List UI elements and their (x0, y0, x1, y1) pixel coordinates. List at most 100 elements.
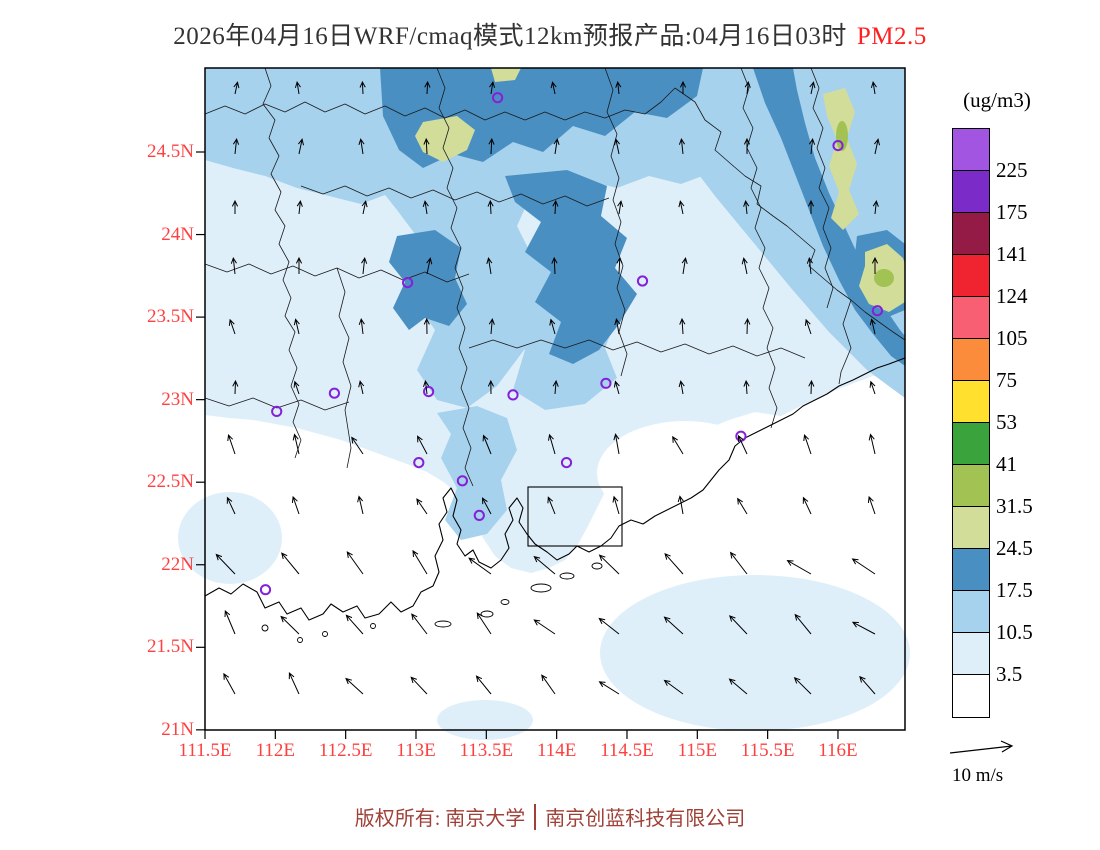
colorbar-level-label: 31.5 (996, 494, 1033, 518)
wind-reference-arrow-icon (949, 740, 1014, 754)
colorbar-level-label: 175 (996, 200, 1028, 224)
wind-arrow (678, 137, 686, 155)
wind-arrow (488, 137, 495, 155)
wind-arrow (416, 498, 428, 515)
wind-arrow (358, 380, 365, 395)
copyright-text: 版权所有: 南京大学 (354, 808, 526, 830)
station-ring-marker (259, 584, 272, 596)
wind-arrow (482, 434, 492, 455)
wind-arrow (551, 256, 558, 275)
colorbar-level-label: 17.5 (996, 578, 1033, 602)
wind-arrow (738, 434, 748, 455)
copyright-footer: 版权所有: 南京大学 南京创蓝科技有限公司 (0, 802, 1100, 831)
wind-arrow (809, 81, 816, 95)
wind-arrow (851, 558, 876, 575)
wind-arrow (547, 496, 556, 515)
station-ring-marker (560, 457, 573, 469)
wind-arrow (794, 613, 812, 635)
colorbar-cell (953, 633, 989, 675)
wind-arrow (281, 552, 300, 575)
wind-arrow (215, 553, 236, 575)
wind-arrow (803, 434, 812, 455)
colorbar-level-label: 141 (996, 242, 1028, 266)
wind-arrow (868, 433, 876, 455)
colorbar-cell (953, 549, 989, 591)
colorbar-cell (953, 339, 989, 381)
y-axis-tick-label: 24N (161, 223, 194, 245)
wind-arrow (227, 434, 236, 455)
colorbar-level-label: 24.5 (996, 536, 1033, 560)
colorbar-cell (953, 423, 989, 465)
wind-arrow (867, 495, 876, 515)
wind-arrow (851, 621, 876, 635)
wind-reference-legend: 10 m/s (948, 740, 1038, 787)
station-ring-marker (636, 275, 649, 287)
wind-arrow (743, 199, 750, 215)
wind-arrow (288, 672, 300, 695)
wind-arrow (346, 551, 364, 575)
colorbar-level-label: 225 (996, 158, 1028, 182)
wind-arrow (729, 615, 748, 635)
x-axis-tick-label: 111.5E (178, 740, 232, 761)
y-axis-tick-label: 23N (161, 388, 194, 410)
wind-arrow (475, 675, 492, 695)
station-ring-marker (413, 457, 425, 469)
x-axis-tick-label: 115E (677, 740, 717, 761)
wind-arrow (869, 380, 876, 395)
wind-arrow (793, 676, 812, 695)
x-axis-tick-label: 113.5E (459, 740, 514, 761)
wind-arrow (743, 379, 750, 395)
colorbar-cell (953, 171, 989, 213)
wind-arrow (786, 560, 812, 575)
wind-arrow (292, 433, 300, 455)
wind-arrow (231, 199, 239, 214)
wind-arrow (874, 138, 880, 155)
colorbar-level-label: 124 (996, 284, 1028, 308)
x-axis-tick-label: 116E (818, 740, 858, 761)
wind-arrow (351, 436, 364, 455)
wind-arrow (345, 677, 364, 695)
wind-arrow (663, 616, 684, 635)
wind-arrow (550, 81, 557, 95)
wind-arrow (678, 200, 685, 215)
wind-arrow (806, 256, 813, 275)
y-axis-tick-label: 21N (161, 718, 194, 740)
colorbar-labels: 225 175 141 124 105 75 53 41 31.5 24.5 17.5 10.5 3.5 (996, 128, 1066, 716)
wind-arrow (357, 495, 364, 515)
wind-arrow (224, 609, 236, 635)
wind-arrow (616, 256, 623, 275)
wind-arrow (293, 380, 300, 395)
wind-arrow (613, 433, 620, 455)
wind-arrow (598, 681, 620, 695)
y-axis-tick-label: 22N (161, 553, 194, 575)
wind-arrow (614, 318, 621, 335)
wind-arrow (613, 380, 620, 395)
y-axis-tick-label: 22.5N (147, 471, 194, 493)
wind-arrow (743, 137, 751, 154)
wind-arrow (296, 199, 303, 215)
x-axis-tick-label: 114E (536, 740, 577, 761)
wind-arrow (533, 555, 556, 575)
x-axis-tick-label: 115.5E (740, 740, 795, 761)
map-plot-area (178, 67, 910, 740)
wind-arrow (871, 256, 879, 274)
wind-arrow (612, 495, 620, 515)
wind-arrow (617, 200, 624, 215)
wind-arrow (859, 675, 876, 695)
y-axis-tick-label: 24.5N (147, 141, 194, 162)
footer-divider (534, 803, 537, 830)
wind-arrow (424, 80, 431, 95)
wind-arrow (345, 614, 364, 635)
chart-title: 2026年04月16日WRF/cmaq模式12km预报产品:04月16日03时 P… (0, 16, 1100, 52)
wind-arrow (552, 379, 559, 395)
wind-arrow (487, 379, 494, 395)
colorbar-cell (953, 213, 989, 255)
wind-arrow (872, 199, 879, 215)
province-boundary-lines (204, 67, 906, 487)
wind-arrow (677, 495, 684, 515)
species-label: PM2.5 (856, 23, 927, 50)
wind-arrow (293, 318, 300, 335)
wind-arrow (422, 200, 429, 215)
wind-arrow (807, 199, 815, 214)
